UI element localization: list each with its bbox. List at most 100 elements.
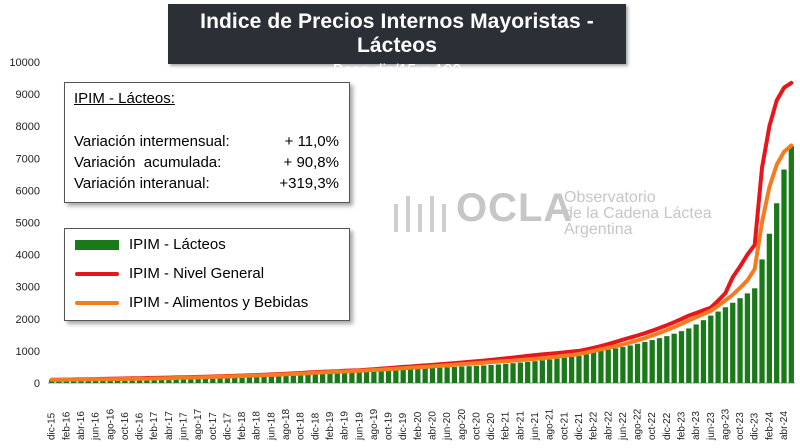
lacteos-bar	[730, 302, 736, 383]
lacteos-bar	[642, 341, 648, 383]
lacteos-bar	[385, 369, 392, 383]
y-tick-label: 9000	[16, 89, 40, 101]
lacteos-bar	[722, 307, 729, 383]
x-tick-label: feb-22	[589, 411, 600, 440]
y-tick-label: 1000	[16, 346, 40, 358]
lacteos-bar	[415, 368, 421, 383]
lacteos-bar	[473, 365, 480, 383]
ocla-line1: Observatorio	[564, 189, 656, 206]
alimentos-line	[49, 143, 794, 382]
lacteos-bar	[180, 377, 187, 383]
lacteos-bar	[583, 354, 589, 383]
lacteos-bar	[715, 311, 721, 383]
lacteos-bar	[752, 288, 758, 383]
lacteos-bar	[407, 368, 414, 383]
lacteos-bar	[334, 372, 340, 383]
lacteos-bar	[327, 372, 333, 383]
x-tick-label: ago-20	[457, 408, 468, 440]
lacteos-bar	[568, 356, 575, 383]
x-tick-label: abr-20	[427, 411, 438, 440]
x-tick-label: abr-22	[603, 411, 614, 440]
lacteos-bar	[708, 315, 714, 383]
lacteos-bar	[166, 378, 172, 383]
lacteos-bar	[422, 368, 428, 383]
x-tick-label: feb-21	[501, 411, 512, 440]
x-tick-label: ago-19	[369, 408, 380, 440]
lacteos-bar	[539, 360, 545, 383]
lacteos-bar	[341, 372, 348, 383]
lacteos-bar	[188, 377, 194, 383]
lacteos-bar	[788, 146, 794, 383]
legend-swatch-line-red	[75, 272, 119, 276]
x-tick-label: feb-16	[61, 411, 72, 440]
lacteos-bar	[451, 366, 458, 383]
x-tick-label: ago-17	[193, 408, 204, 440]
lacteos-bar	[261, 375, 267, 383]
stats-box: IPIM - Lácteos: Variación intermensual: …	[64, 82, 350, 203]
lacteos-bar	[371, 370, 377, 383]
lacteos-bar	[503, 363, 509, 383]
x-tick-label: abr-23	[691, 411, 702, 440]
y-tick-label: 6000	[16, 185, 40, 197]
chart-title: Indice de Precios Internos Mayoristas - …	[200, 10, 594, 57]
x-tick-label: jun-18	[266, 412, 277, 441]
x-tick-label: oct-19	[384, 412, 395, 440]
x-tick-label: dic-17	[222, 412, 233, 440]
lacteos-bar	[290, 374, 296, 383]
chart-title-box: Indice de Precios Internos Mayoristas - …	[168, 4, 626, 79]
lacteos-bar	[678, 331, 685, 383]
stats-label: Variación interanual:	[74, 175, 210, 192]
lacteos-bar	[510, 363, 516, 383]
y-tick-label: 0	[34, 378, 40, 390]
lacteos-bar	[312, 373, 318, 383]
lacteos-bar	[239, 376, 245, 383]
lacteos-bar	[400, 369, 406, 383]
ocla-logo-subtitle: Observatorio de la Cadena Láctea Argenti…	[564, 190, 712, 238]
x-tick-label: feb-24	[764, 411, 775, 440]
x-tick-label: abr-19	[340, 411, 351, 440]
lacteos-bar	[532, 361, 538, 383]
lacteos-bar	[700, 320, 707, 383]
lacteos-bar	[598, 350, 604, 383]
x-tick-label: jun-21	[530, 412, 541, 441]
x-tick-label: oct-23	[735, 412, 746, 440]
lacteos-bar	[488, 365, 494, 383]
x-tick-label: oct-22	[647, 412, 658, 440]
lacteos-bar	[437, 367, 443, 383]
lacteos-bar	[649, 340, 655, 383]
y-tick-label: 4000	[16, 250, 40, 262]
x-tick-label: feb-17	[149, 411, 160, 440]
lacteos-bar	[129, 378, 135, 383]
x-tick-label: dic-16	[135, 412, 146, 440]
stats-value: +319,3%	[279, 175, 339, 192]
lacteos-bar	[554, 358, 560, 383]
x-tick-label: dic-23	[750, 412, 761, 440]
lacteos-bar	[466, 366, 472, 383]
lacteos-bar	[656, 338, 663, 383]
x-tick-label: dic-20	[486, 412, 497, 440]
lacteos-bar	[737, 298, 743, 383]
x-tick-label: jun-22	[618, 412, 629, 441]
legend-box: IPIM - Lácteos IPIM - Nivel General IPIM…	[64, 228, 350, 321]
x-tick-label: oct-21	[559, 412, 570, 440]
lacteos-bar	[378, 370, 384, 383]
x-tick-label: oct-20	[471, 412, 482, 440]
ocla-logo-text: OCLA	[456, 186, 574, 230]
lacteos-bar	[459, 366, 465, 383]
lacteos-bar	[561, 357, 567, 383]
lacteos-bar	[517, 362, 524, 383]
lacteos-bar	[781, 169, 787, 383]
x-tick-label: ago-16	[105, 408, 116, 440]
x-tick-label: feb-20	[413, 411, 424, 440]
lacteos-bar	[759, 259, 765, 383]
lacteos-bar	[276, 375, 282, 383]
lacteos-bar	[349, 371, 355, 383]
ocla-watermark: OCLA Observatorio de la Cadena Láctea Ar…	[392, 184, 722, 244]
lacteos-bar	[671, 333, 677, 383]
ocla-line3: Argentina	[564, 221, 633, 238]
x-tick-label: jun-20	[442, 412, 453, 441]
lacteos-bar	[605, 349, 611, 383]
lacteos-bar	[664, 336, 670, 383]
x-tick-label: ago-21	[545, 408, 556, 440]
